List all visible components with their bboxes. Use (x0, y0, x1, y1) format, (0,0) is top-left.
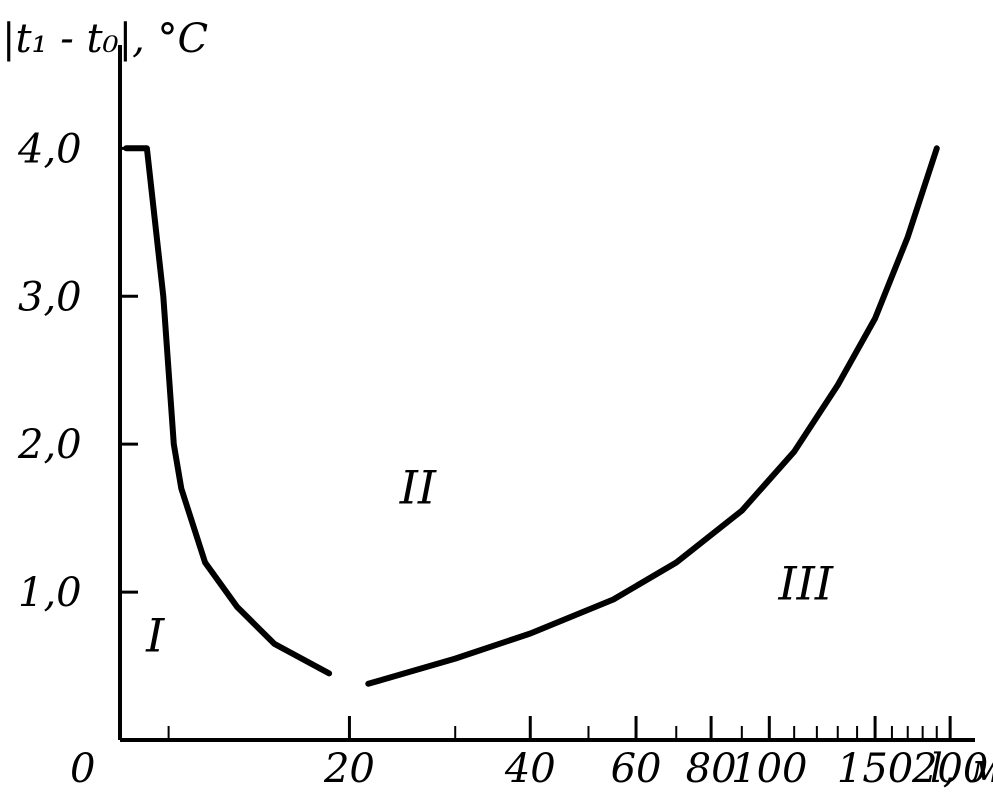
y-tick-label: 3,0 (18, 274, 82, 320)
x-tick-label: 150 (837, 746, 913, 792)
x-tick-label: 80 (686, 746, 737, 792)
y-tick-label: 2,0 (17, 422, 82, 468)
y-tick-label: 1,0 (18, 570, 82, 616)
origin-label: 0 (70, 746, 95, 792)
y-axis-title: |t₁ - t₀|, °C (2, 16, 208, 62)
axes (118, 45, 975, 742)
curves (123, 145, 940, 687)
x-tick-label: 40 (504, 746, 556, 792)
x-tick-label: 60 (611, 746, 662, 792)
x-axis-title: l, м (930, 746, 993, 792)
region-label: II (399, 460, 437, 514)
x-tick-label: 20 (323, 746, 375, 792)
x-tick-label: 200 (911, 746, 988, 792)
boundary-curve-1 (123, 145, 333, 677)
ticks (120, 146, 952, 740)
x-tick-label: 100 (731, 746, 807, 792)
y-tick-label: 4,0 (17, 126, 82, 172)
boundary-curve-2 (365, 145, 940, 687)
region-label: I (145, 608, 165, 662)
region-label: III (778, 556, 834, 610)
